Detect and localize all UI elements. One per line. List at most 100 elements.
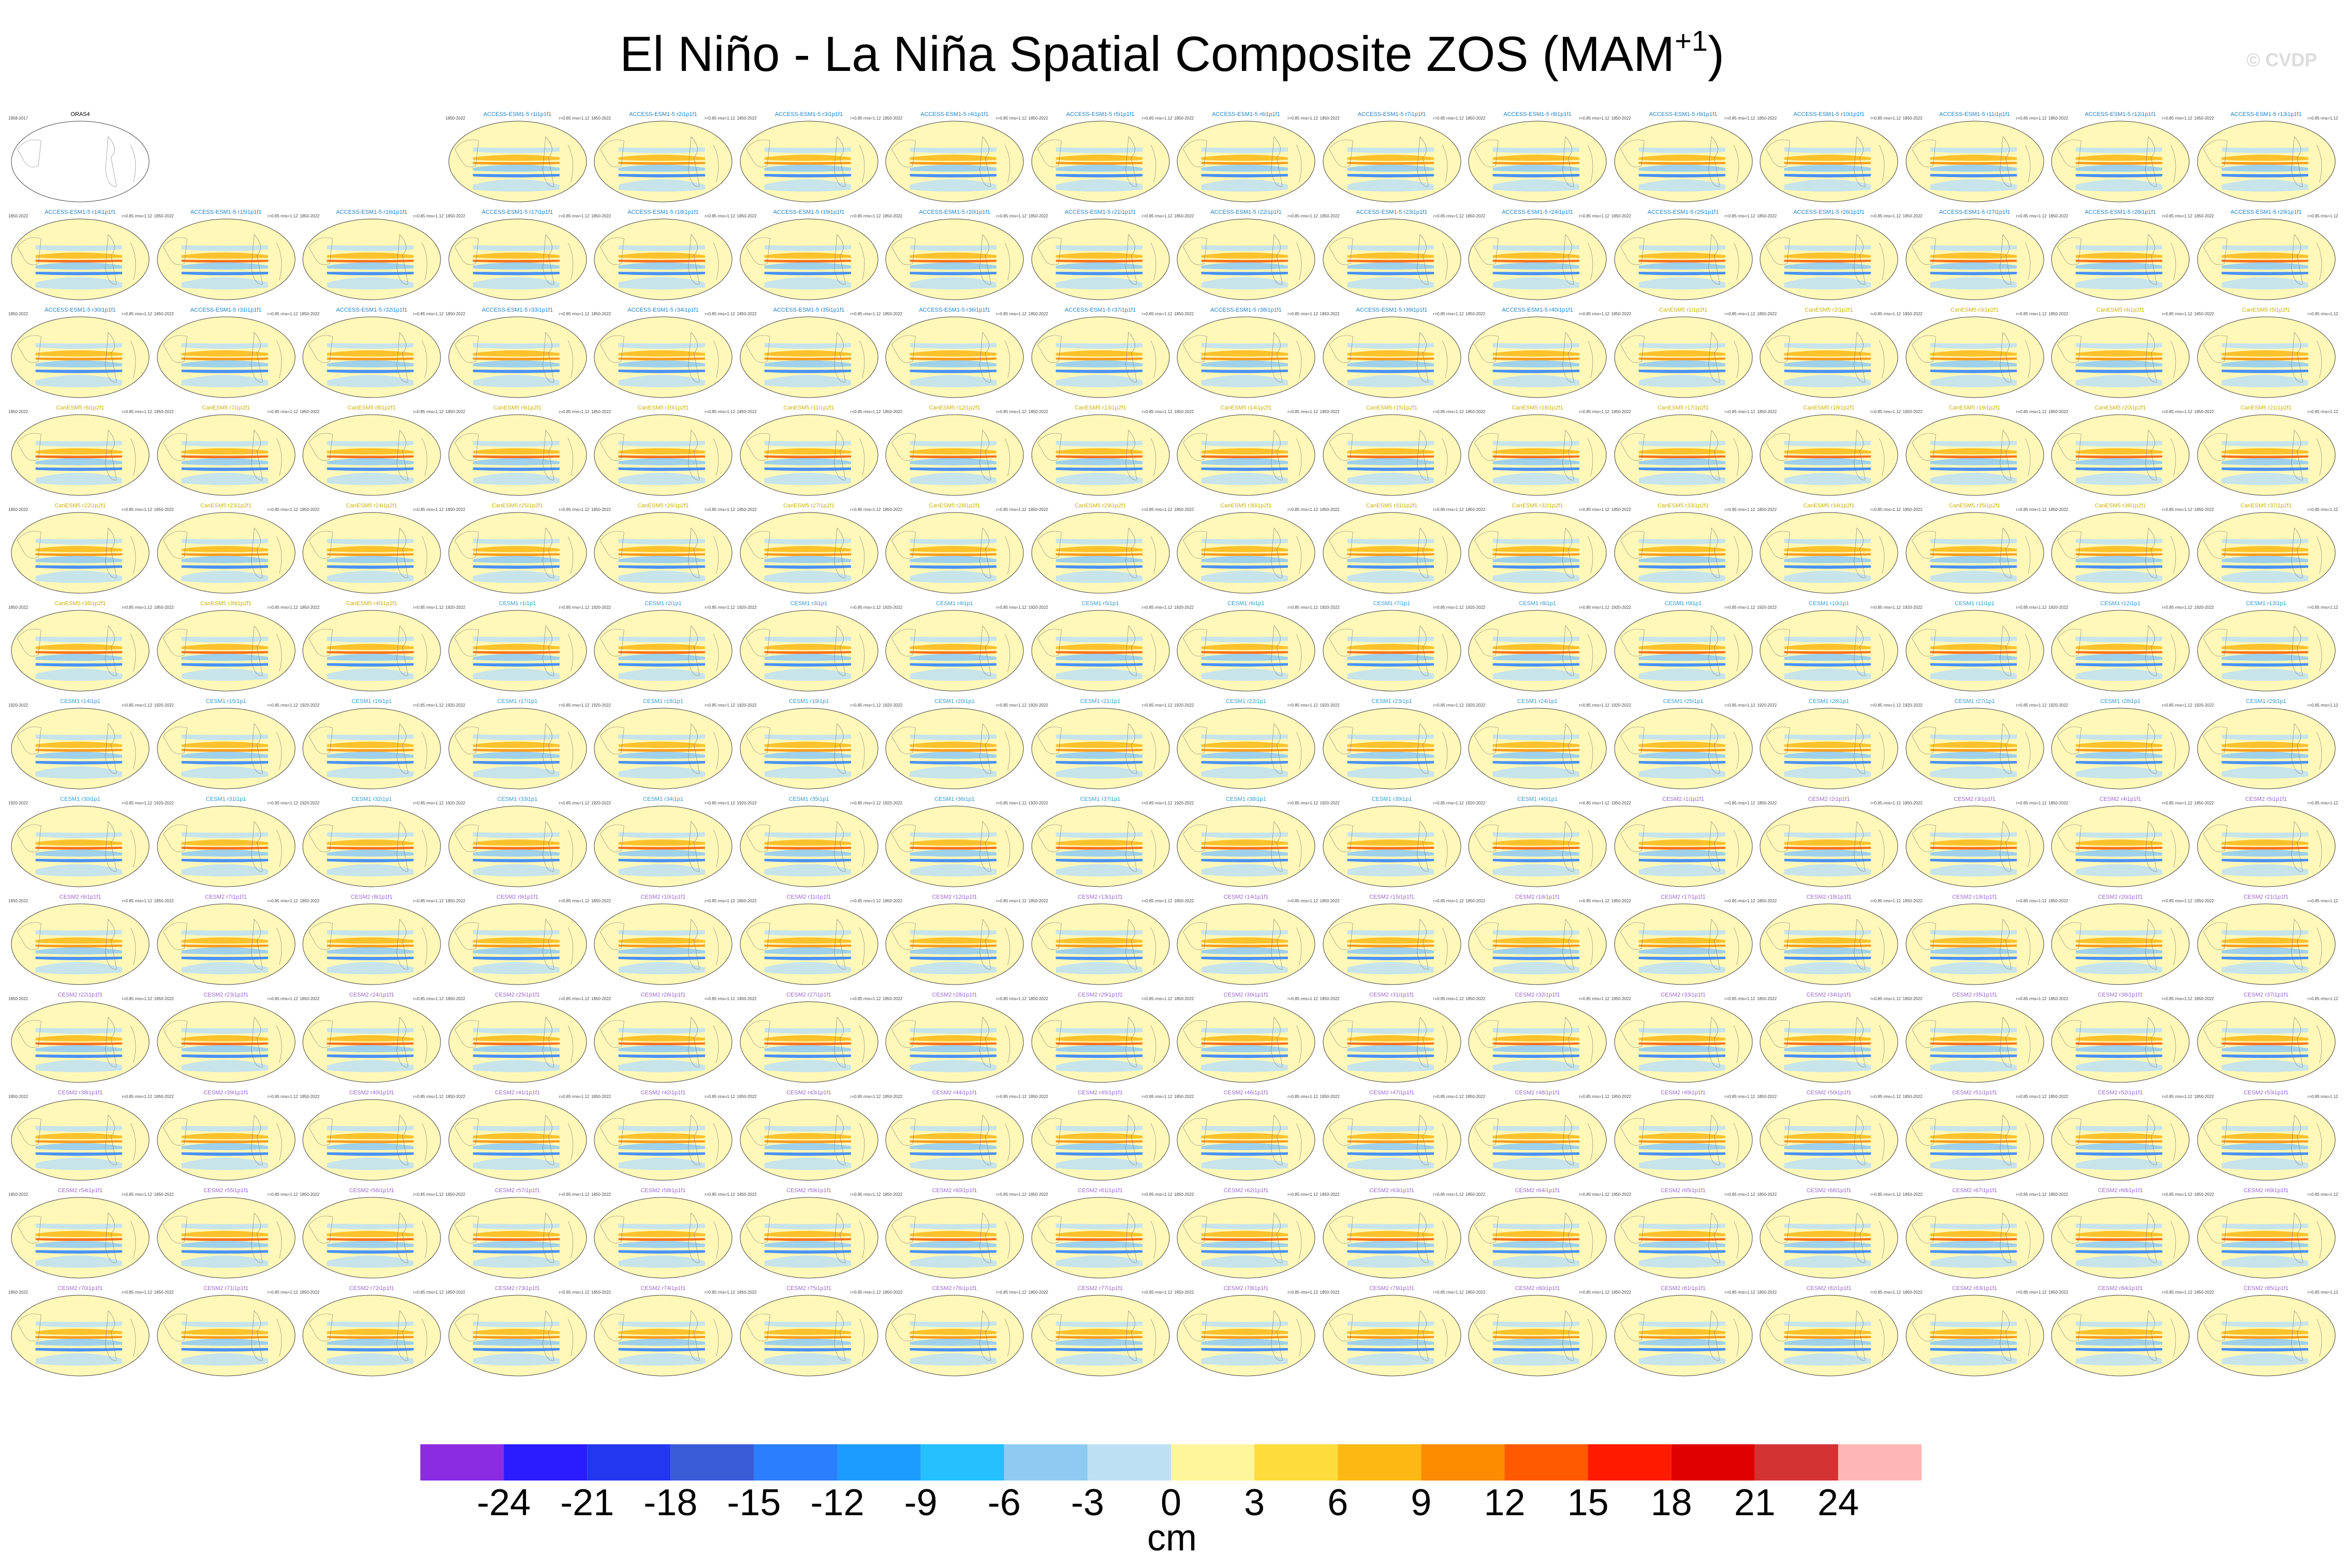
panel-title: ACCESS-ESM1-5 r7i1p1f1	[1357, 111, 1426, 118]
panel-stats: r=0.85 rms=1.12	[2162, 899, 2192, 903]
panel-years: 1920-2022	[300, 801, 320, 805]
panel-title: CESM1 r8i1p1	[1519, 600, 1556, 607]
panel-years: 1850-2022	[1320, 312, 1340, 316]
member-panel: ACCESS-ESM1-5 r3i1p1f1 1850-2022 r=0.85 rm…	[736, 111, 882, 207]
continents-outline	[1183, 723, 1302, 774]
panel-years: 1850-2022	[8, 997, 28, 1001]
continents-outline	[1474, 332, 1593, 383]
member-panel: CESM2 r55i1p1f1 1850-2022 r=0.85 rms=1.12	[153, 1187, 299, 1283]
panel-title: CESM2 r76i1p1f1	[932, 1285, 977, 1292]
panel-years: 1850-2022	[2048, 801, 2069, 805]
panel-title: CanESM5 r17i1p2f1	[1657, 405, 1709, 411]
panel-map	[2051, 1197, 2190, 1279]
panel-years: 1850-2022	[1757, 801, 1777, 805]
colorbar-swatch	[420, 1444, 504, 1481]
panel-map	[2051, 1099, 2190, 1181]
panel-stats: r=0.85 rms=1.12	[2307, 801, 2338, 805]
panel-years: 1850-2022	[1902, 507, 1923, 512]
panel-map	[1468, 316, 1607, 398]
panel-years: 1920-2022	[8, 801, 28, 805]
panel-years: 1850-2022	[1611, 899, 1631, 903]
continents-outline	[2057, 625, 2176, 676]
member-panel: CESM2 r85i1p1f1 1850-2022 r=0.85 rms=1.12	[2193, 1285, 2339, 1381]
continents-outline	[745, 723, 865, 774]
continents-outline	[1037, 1310, 1156, 1361]
panel-stats: r=0.85 rms=1.12	[1141, 997, 1173, 1001]
panel-title: ACCESS-ESM1-5 r6i1p1f1	[1212, 111, 1280, 118]
panel-title: CESM1 r31i1p1	[206, 796, 246, 802]
continents-outline	[1328, 136, 1447, 187]
panel-stats: r=0.85 rms=1.12	[996, 116, 1027, 121]
panel-title: CanESM5 r39i1p2f1	[200, 600, 252, 607]
member-panel: CESM2 r25i1p1f1 1850-2022 r=0.85 rms=1.12	[445, 991, 591, 1088]
panel-map	[739, 1197, 878, 1279]
member-panel: CESM2 r11i1p1f1 1850-2022 r=0.85 rms=1.12	[736, 893, 882, 990]
continents-outline	[1183, 332, 1302, 383]
panel-map	[2196, 512, 2336, 594]
continents-outline	[745, 919, 865, 970]
panel-title: CanESM5 r28i1p2f1	[929, 503, 980, 509]
member-panel: ACCESS-ESM1-5 r40i1p1f1 1850-2022 r=0.85 r…	[1464, 306, 1610, 403]
panel-map	[1177, 903, 1315, 985]
continents-outline	[600, 919, 719, 970]
panel-map	[1322, 218, 1461, 300]
member-panel: CanESM5 r32i1p2f1 1850-2022 r=0.85 rms=1.1…	[1464, 502, 1610, 598]
panel-stats: r=0.85 rms=1.12	[996, 605, 1027, 610]
panel-title: CanESM5 r10i1p2f1	[637, 405, 689, 411]
panel-years: 1850-2022	[300, 1290, 320, 1295]
colorbar-swatch	[920, 1444, 1004, 1481]
member-panel: CanESM5 r38i1p2f1 1850-2022 r=0.85 rms=1.1…	[7, 600, 153, 696]
panel-title: CESM2 r55i1p1f1	[203, 1188, 248, 1194]
member-panel: ACCESS-ESM1-5 r30i1p1f1 1850-2022 r=0.85 r…	[7, 306, 153, 403]
member-panel: CanESM5 r12i1p2f1 1850-2022 r=0.85 rms=1.1…	[882, 404, 1028, 501]
panel-map	[1760, 121, 1898, 202]
continents-outline	[1620, 1115, 1739, 1165]
panel-years: 1850-2022	[1174, 116, 1194, 121]
member-panel: ACCESS-ESM1-5 r19i1p1f1 1850-2022 r=0.85 r…	[736, 209, 882, 305]
member-panel: CESM2 r59i1p1f1 1850-2022 r=0.85 rms=1.12	[736, 1187, 882, 1283]
panel-stats: r=0.85 rms=1.12	[1724, 899, 1755, 903]
panel-years: 1850-2022	[8, 409, 28, 414]
member-panel: CanESM5 r4i1p2f1 1850-2022 r=0.85 rms=1.12	[2047, 306, 2193, 403]
panel-stats: r=0.85 rms=1.12	[996, 409, 1027, 414]
panel-map	[1468, 1295, 1607, 1376]
panel-title: CESM2 r75i1p1f1	[786, 1285, 831, 1292]
member-panel: CESM1 r40i1p1 1920-2022 r=0.85 rms=1.12	[1464, 796, 1610, 892]
panel-years: 1850-2022	[591, 1094, 611, 1099]
panel-title: CESM2 r49i1p1f1	[1661, 1090, 1706, 1096]
continents-outline	[600, 527, 719, 578]
panel-stats: r=0.85 rms=1.12	[267, 703, 298, 708]
member-panel: CanESM5 r39i1p2f1 1850-2022 r=0.85 rms=1.1…	[153, 600, 299, 696]
panel-title: CESM2 r70i1p1f1	[57, 1285, 103, 1292]
panel-years: 1850-2022	[300, 1192, 320, 1197]
member-panel: CESM2 r69i1p1f1 1850-2022 r=0.85 rms=1.12	[2193, 1187, 2339, 1283]
continents-outline	[1328, 723, 1447, 774]
panel-years: 1850-2022	[883, 214, 903, 218]
panel-map	[885, 903, 1024, 985]
panel-map	[1760, 708, 1898, 789]
panel-years: 1850-2022	[154, 312, 174, 316]
panel-stats: r=0.85 rms=1.12	[1141, 605, 1173, 610]
panel-years: 1850-2022	[591, 997, 611, 1001]
member-panel: ACCESS-ESM1-5 r5i1p1f1 1850-2022 r=0.85 rm…	[1028, 111, 1174, 207]
panel-stats: r=0.85 rms=1.12	[267, 801, 298, 805]
panel-map	[739, 512, 878, 594]
member-panel: ACCESS-ESM1-5 r33i1p1f1 1850-2022 r=0.85 r…	[445, 306, 591, 403]
member-panel: CESM2 r21i1p1f1 1850-2022 r=0.85 rms=1.12	[2193, 893, 2339, 990]
colorbar-tick-label: -24	[477, 1482, 531, 1523]
panel-map	[302, 1001, 441, 1083]
continents-outline	[600, 1212, 719, 1263]
continents-outline	[163, 723, 282, 774]
panel-title: CESM2 r21i1p1f1	[2244, 894, 2289, 900]
panel-title: ACCESS-ESM1-5 r35i1p1f1	[773, 307, 845, 313]
member-panel: ACCESS-ESM1-5 r23i1p1f1 1850-2022 r=0.85 r…	[1319, 209, 1465, 305]
continents-outline	[745, 234, 865, 285]
continents-outline	[1620, 234, 1739, 285]
member-panel: CESM2 r1i1p1f1 1850-2022 r=0.85 rms=1.12	[1610, 796, 1756, 892]
continents-outline	[309, 1212, 428, 1263]
panel-stats: r=0.85 rms=1.12	[1870, 1094, 1901, 1099]
panel-years: 1850-2022	[1902, 899, 1923, 903]
panel-stats: r=0.85 rms=1.12	[2162, 801, 2192, 805]
panel-map	[2051, 121, 2190, 202]
member-panel: CESM2 r16i1p1f1 1850-2022 r=0.85 rms=1.12	[1464, 893, 1610, 990]
